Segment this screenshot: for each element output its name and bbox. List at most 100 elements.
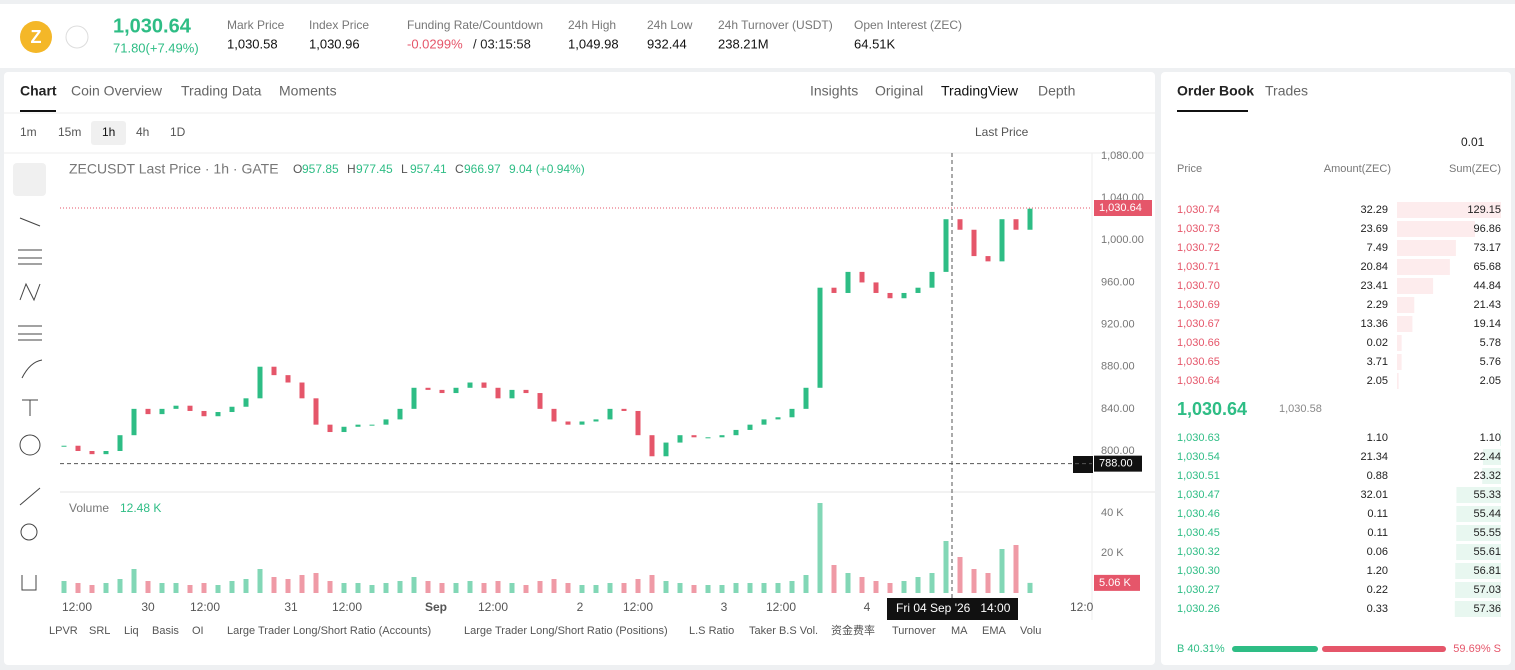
favorite[interactable] bbox=[65, 25, 89, 49]
indicator[interactable]: SRL bbox=[89, 625, 110, 637]
volume-bar bbox=[971, 569, 977, 593]
indicator[interactable]: 资金费率 bbox=[831, 623, 875, 637]
crosshair-time: Fri 04 Sep '26 14:00 bbox=[896, 601, 1011, 615]
volume-bar bbox=[761, 583, 767, 593]
stat-value: 64.51K bbox=[854, 36, 896, 51]
y-tick-label: 1,080.00 bbox=[1101, 150, 1144, 162]
volume-bar bbox=[439, 583, 445, 593]
price: 1,030.72 bbox=[1177, 242, 1220, 254]
sum: 22.44 bbox=[1473, 451, 1501, 463]
chart-tab[interactable]: Trading Data bbox=[181, 83, 262, 99]
y-tick-label: 920.00 bbox=[1101, 318, 1135, 330]
bids-depth-bar bbox=[1455, 563, 1501, 579]
stat-value: 932.44 bbox=[647, 36, 687, 51]
candle-body bbox=[957, 219, 963, 230]
x-tick-label: 12:00 bbox=[623, 600, 653, 614]
bids-depth-bar bbox=[1455, 582, 1501, 598]
indicator[interactable]: Volu bbox=[1020, 625, 1041, 637]
interval[interactable]: 1h bbox=[102, 125, 115, 139]
candle-body bbox=[355, 424, 361, 427]
indicator[interactable]: Large Trader Long/Short Ratio (Positions… bbox=[464, 625, 668, 637]
volume-value: 12.48 K bbox=[120, 501, 161, 515]
indicator[interactable]: Turnover bbox=[892, 625, 936, 637]
indicator[interactable]: EMA bbox=[982, 625, 1007, 637]
volume-bar bbox=[551, 579, 557, 593]
candle-body bbox=[649, 435, 655, 457]
interval-active bbox=[91, 121, 126, 145]
indicator[interactable]: Basis bbox=[152, 625, 179, 637]
volume-bar bbox=[705, 585, 711, 593]
ob-tab[interactable]: Order Book bbox=[1177, 83, 1254, 99]
indicator[interactable]: L.S Ratio bbox=[689, 625, 734, 637]
volume-bar bbox=[523, 585, 529, 593]
interval[interactable]: 1m bbox=[20, 125, 37, 139]
tool-active bbox=[13, 163, 46, 196]
view-tab[interactable]: TradingView bbox=[941, 83, 1019, 99]
candle-body bbox=[635, 410, 641, 436]
candle-body bbox=[215, 412, 221, 417]
indicator[interactable]: LPVR bbox=[49, 625, 78, 637]
volume-bar bbox=[187, 585, 193, 593]
chart-tab[interactable]: Moments bbox=[279, 83, 337, 99]
candle-body bbox=[243, 398, 249, 407]
price: 1,030.26 bbox=[1177, 603, 1220, 615]
buy-bar bbox=[1232, 646, 1318, 652]
indicator[interactable]: MA bbox=[951, 625, 968, 637]
ob-tab[interactable]: Trades bbox=[1265, 83, 1308, 99]
price: 1,030.73 bbox=[1177, 223, 1220, 235]
indicator[interactable]: Taker B.S Vol. bbox=[749, 625, 818, 637]
indicator[interactable]: Liq bbox=[124, 625, 139, 637]
legend-value: 977.45 bbox=[356, 162, 393, 176]
ob-precision[interactable]: 0.01 bbox=[1461, 135, 1485, 149]
coin-logo bbox=[20, 21, 52, 53]
sum: 1.10 bbox=[1480, 432, 1501, 444]
chart-tab[interactable]: Coin Overview bbox=[71, 83, 163, 99]
candle-body bbox=[943, 219, 949, 272]
candle-body bbox=[999, 219, 1005, 262]
x-tick-label: 12:00 bbox=[190, 600, 220, 614]
amount: 0.02 bbox=[1367, 337, 1388, 349]
volume-bar bbox=[775, 583, 781, 593]
bids-depth-bar bbox=[1456, 487, 1501, 503]
crosshair-price-tag bbox=[1094, 455, 1142, 472]
chart-tab[interactable]: Chart bbox=[20, 83, 57, 99]
y-tick-label: 880.00 bbox=[1101, 361, 1135, 373]
stat-value: 1,030.96 bbox=[309, 36, 360, 51]
view-tab[interactable]: Depth bbox=[1038, 83, 1075, 99]
volume-bar bbox=[789, 581, 795, 593]
legend-title: ZECUSDT Last Price · 1h · GATE bbox=[69, 161, 279, 177]
x-tick-label: Sep bbox=[425, 600, 447, 614]
view-tab[interactable]: Insights bbox=[810, 83, 858, 99]
amount: 2.05 bbox=[1367, 375, 1388, 387]
sum: 5.76 bbox=[1480, 356, 1501, 368]
legend-value: 957.85 bbox=[302, 162, 339, 176]
candle-body bbox=[117, 435, 123, 451]
volume-bar bbox=[1027, 582, 1033, 593]
sum: 65.68 bbox=[1473, 261, 1501, 273]
candle-body bbox=[467, 382, 473, 388]
interval[interactable]: 15m bbox=[58, 125, 81, 139]
sell-bar bbox=[1322, 646, 1446, 652]
indicator[interactable]: Large Trader Long/Short Ratio (Accounts) bbox=[227, 625, 431, 637]
stat-label: Funding Rate/Countdown bbox=[407, 18, 543, 32]
candle-body bbox=[229, 406, 235, 413]
amount: 0.22 bbox=[1367, 584, 1388, 596]
price-type[interactable]: Last Price bbox=[975, 125, 1029, 139]
crosshair-time-tag bbox=[887, 598, 1018, 620]
candle-body bbox=[509, 389, 515, 399]
amount: 20.84 bbox=[1360, 261, 1388, 273]
interval[interactable]: 1D bbox=[170, 125, 186, 139]
volume-bar bbox=[355, 583, 361, 593]
indicator[interactable]: OI bbox=[192, 625, 204, 637]
volume-bar bbox=[607, 583, 613, 593]
candle-body bbox=[859, 271, 865, 283]
candle-body bbox=[61, 445, 67, 447]
candle-body bbox=[257, 366, 263, 399]
view-tab[interactable]: Original bbox=[875, 83, 923, 99]
volume-bar bbox=[999, 549, 1005, 593]
price: 1,030.69 bbox=[1177, 299, 1220, 311]
last-price: 1,030.64 bbox=[113, 15, 192, 37]
candle-body bbox=[719, 435, 725, 438]
volume-bar bbox=[901, 581, 907, 593]
interval[interactable]: 4h bbox=[136, 125, 149, 139]
